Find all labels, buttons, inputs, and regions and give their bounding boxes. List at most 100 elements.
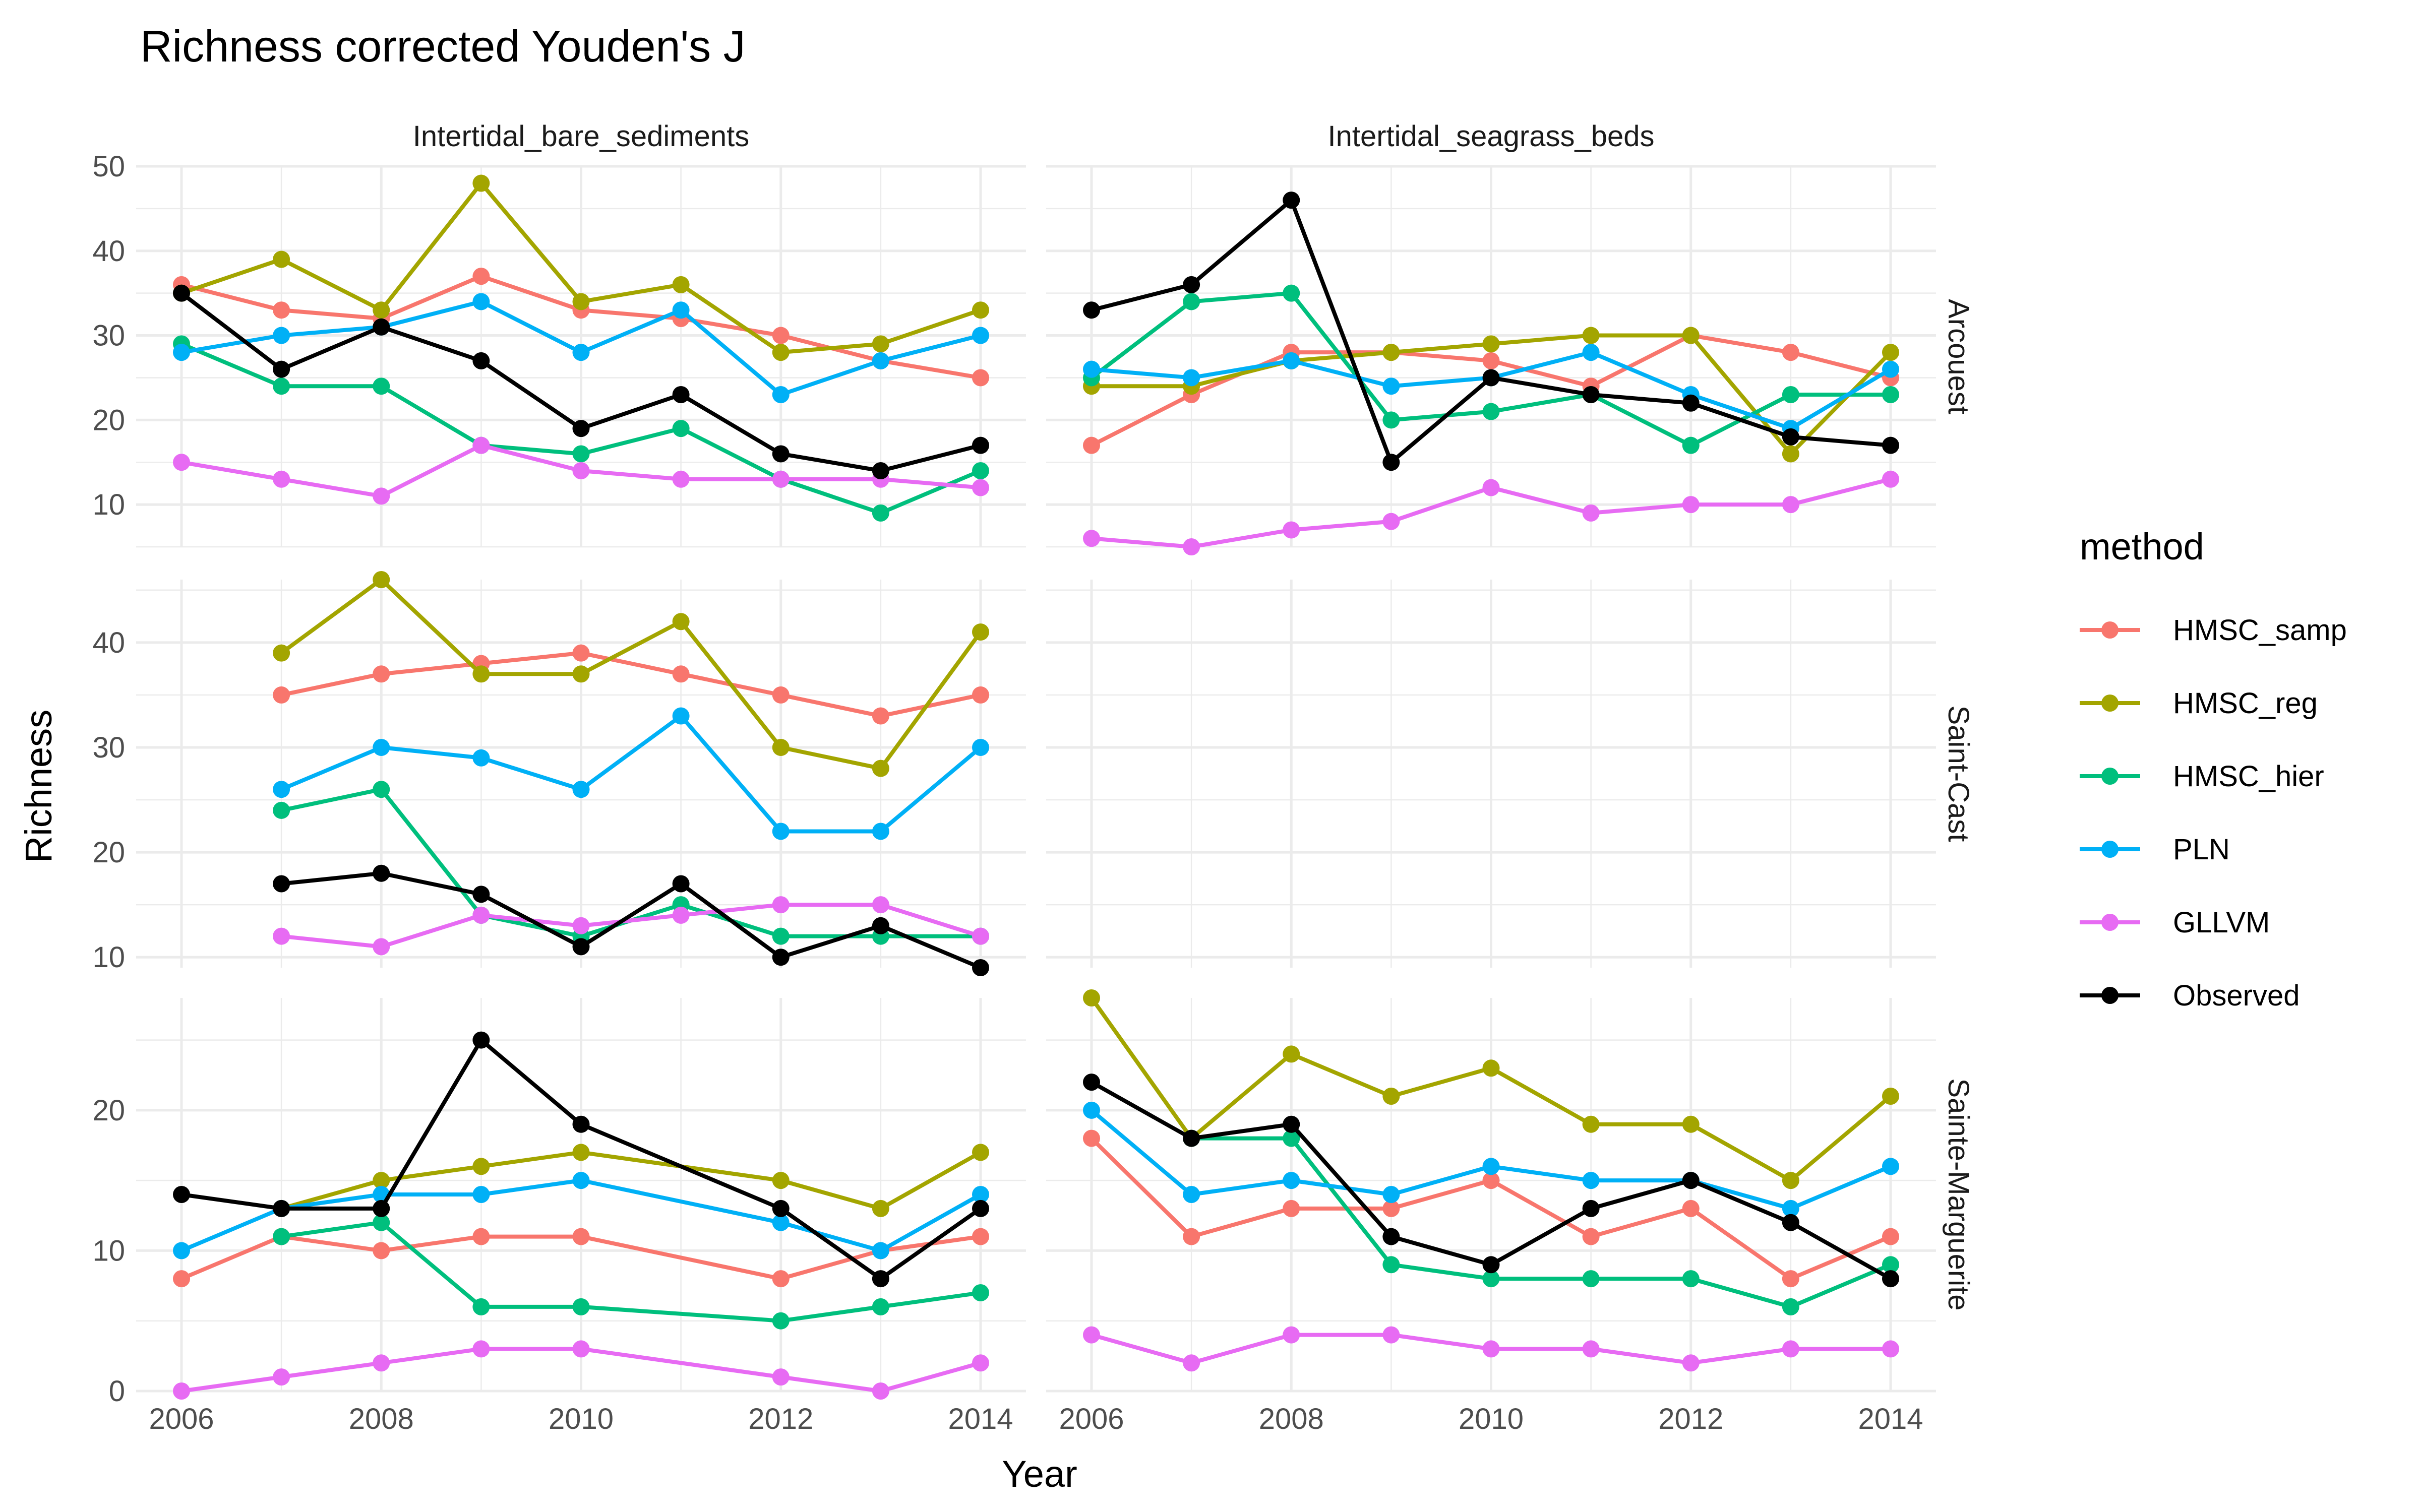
data-point-hmsc-hier [273, 801, 290, 819]
y-tick-label: 40 [92, 626, 125, 659]
data-point-pln [1382, 1186, 1400, 1203]
y-tick-label: 50 [92, 150, 125, 183]
series-hmsc-reg [273, 571, 989, 777]
data-point-observed [373, 318, 390, 336]
data-point-hmsc-reg [872, 760, 889, 777]
legend-label: HMSC_hier [2173, 760, 2324, 793]
series-observed [273, 864, 989, 976]
data-point-gllvm [472, 1340, 490, 1358]
chart-title: Richness corrected Youden's J [140, 21, 746, 71]
y-tick-label: 10 [92, 1234, 125, 1267]
data-point-hmsc-reg [373, 1172, 390, 1189]
data-point-hmsc-reg [1382, 344, 1400, 361]
data-point-gllvm [173, 1382, 190, 1400]
data-point-observed [273, 1200, 290, 1217]
series-line-hmsc-samp [180, 1234, 981, 1281]
data-point-hmsc-samp [1882, 1228, 1899, 1245]
strip-sainte-marguerite: Sainte-Marguerite [1942, 1079, 1975, 1311]
data-point-hmsc-samp [772, 686, 790, 704]
data-point-pln [572, 781, 590, 798]
data-point-gllvm [1782, 1340, 1799, 1358]
y-tick-label: 20 [92, 836, 125, 869]
data-point-hmsc-samp [1083, 436, 1100, 454]
legend-items: HMSC_samp HMSC_reg HMSC_hier PLN GLLVM Observ… [2080, 614, 2347, 1012]
data-point-gllvm [672, 906, 690, 924]
data-point-gllvm [972, 927, 989, 945]
data-point-gllvm [1083, 1326, 1100, 1344]
legend-label: PLN [2173, 833, 2230, 866]
data-point-pln [1782, 1200, 1799, 1217]
data-point-observed [1382, 454, 1400, 471]
series-hmsc-hier [273, 1214, 989, 1330]
legend-key-point [2101, 841, 2119, 858]
data-point-gllvm [1183, 538, 1200, 555]
data-point-gllvm [572, 462, 590, 479]
strip-intertidal-seagrass-beds: Intertidal_seagrass_beds [1327, 120, 1654, 153]
data-point-hmsc-hier [1482, 1270, 1500, 1288]
data-point-hmsc-hier [273, 377, 290, 395]
data-point-hmsc-hier [1782, 1298, 1799, 1315]
panels: Intertidal_bare_sediments Intertidal_seag… [92, 120, 1975, 1435]
data-point-gllvm [972, 479, 989, 496]
data-point-gllvm [373, 938, 390, 956]
data-point-hmsc-samp [373, 665, 390, 683]
data-point-hmsc-reg [772, 1172, 790, 1189]
data-point-observed [772, 949, 790, 966]
data-point-gllvm [1083, 530, 1100, 547]
data-point-hmsc-reg [472, 665, 490, 683]
legend-label: HMSC_samp [2173, 614, 2347, 647]
x-tick-label: 2014 [948, 1403, 1013, 1435]
data-point-hmsc-samp [972, 1228, 989, 1245]
data-point-pln [1283, 352, 1300, 369]
data-point-gllvm [1382, 513, 1400, 530]
panel-saint-cast-intertidal-seagrass-beds [1046, 580, 1936, 968]
y-axis-label: Richness [18, 710, 59, 863]
legend-item-observed: Observed [2080, 979, 2300, 1012]
data-point-hmsc-reg [472, 1158, 490, 1175]
data-point-hmsc-hier [1283, 1129, 1300, 1147]
x-tick-label: 2006 [149, 1403, 214, 1435]
data-point-pln [772, 823, 790, 840]
data-point-hmsc-hier [772, 1312, 790, 1330]
panel-arcouest-intertidal-bare-sediments: 10 20 30 40 50 [92, 150, 1026, 548]
data-point-hmsc-samp [972, 369, 989, 387]
y-tick-label: 40 [92, 235, 125, 268]
panel-saint-cast-intertidal-bare-sediments: 10 20 30 40 [92, 571, 1026, 976]
x-axis-label: Year [1002, 1453, 1077, 1495]
data-point-observed [173, 284, 190, 302]
data-point-hmsc-reg [1482, 1059, 1500, 1077]
data-point-pln [1882, 360, 1899, 378]
data-point-gllvm [1782, 496, 1799, 514]
series-gllvm [1083, 1326, 1899, 1372]
data-point-hmsc-samp [472, 268, 490, 285]
legend-item-hmsc-reg: HMSC_reg [2080, 687, 2318, 720]
data-point-pln [173, 344, 190, 361]
data-point-hmsc-reg [572, 293, 590, 310]
data-point-pln [672, 707, 690, 725]
data-point-pln [972, 1186, 989, 1203]
series-hmsc-samp [1083, 1129, 1899, 1288]
data-point-hmsc-samp [1782, 344, 1799, 361]
data-point-hmsc-reg [772, 738, 790, 756]
data-point-hmsc-hier [1183, 293, 1200, 310]
data-point-hmsc-reg [1782, 445, 1799, 463]
data-point-pln [1382, 377, 1400, 395]
series-line-hmsc-hier [1191, 1136, 1892, 1309]
data-point-observed [1083, 1074, 1100, 1091]
data-point-pln [872, 1242, 889, 1259]
data-point-hmsc-samp [1482, 1172, 1500, 1189]
data-point-observed [1882, 436, 1899, 454]
data-point-observed [1682, 394, 1700, 412]
data-point-hmsc-samp [472, 1228, 490, 1245]
series-observed [1083, 1074, 1899, 1288]
data-point-hmsc-reg [273, 644, 290, 662]
data-point-hmsc-reg [1682, 327, 1700, 344]
data-point-gllvm [772, 896, 790, 914]
series-gllvm [1083, 470, 1899, 555]
series-gllvm [173, 1340, 989, 1400]
data-point-gllvm [373, 1354, 390, 1372]
legend-title: method [2080, 526, 2204, 568]
data-point-pln [972, 327, 989, 344]
series-line-pln [280, 714, 982, 834]
